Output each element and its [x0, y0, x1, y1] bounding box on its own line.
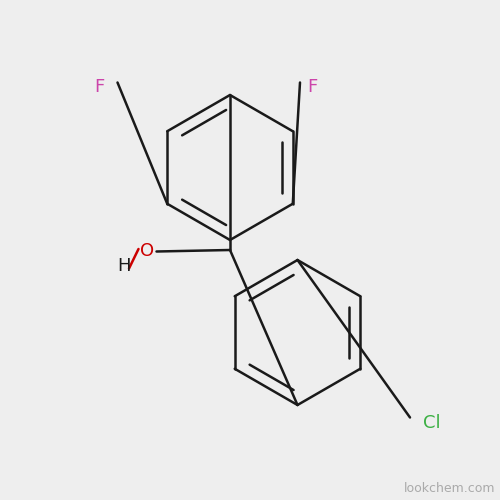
Text: F: F — [308, 78, 318, 96]
Text: Cl: Cl — [422, 414, 440, 432]
Text: lookchem.com: lookchem.com — [404, 482, 495, 495]
Text: H: H — [117, 257, 131, 275]
Text: O: O — [140, 242, 154, 260]
Text: F: F — [95, 78, 105, 96]
